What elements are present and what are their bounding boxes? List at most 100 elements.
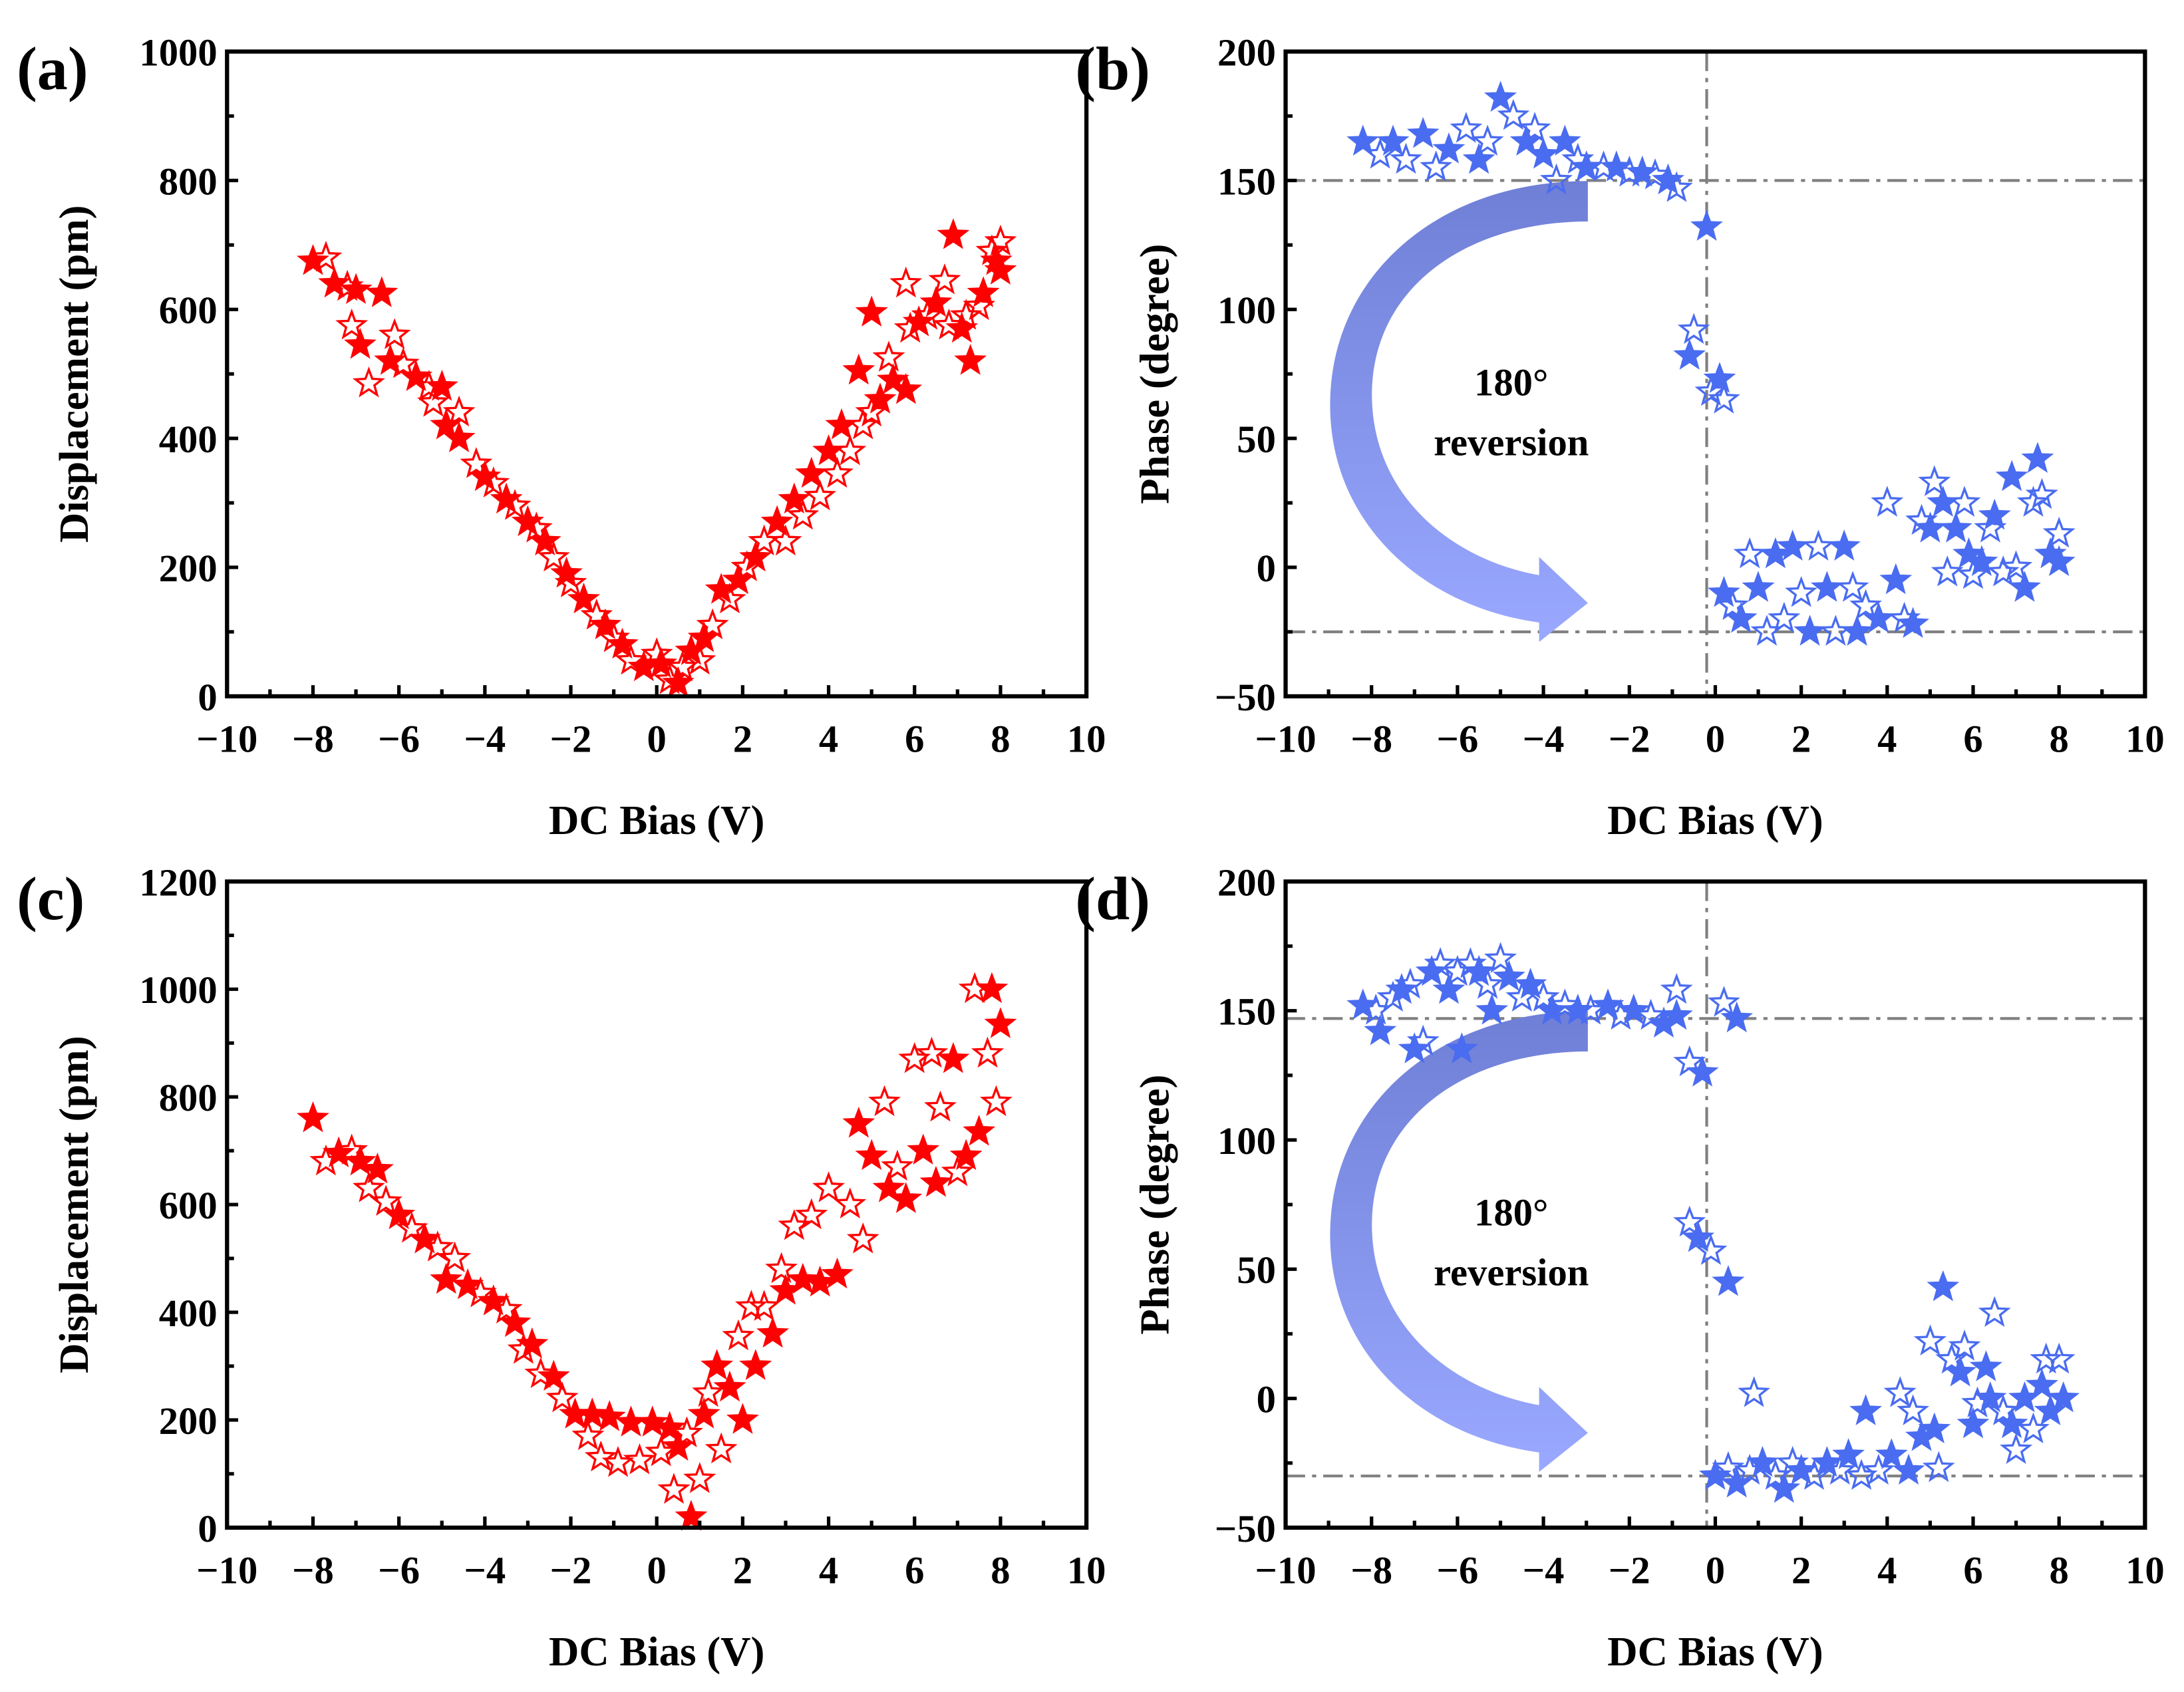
- data-point-star: [567, 582, 601, 614]
- data-point-star: [1600, 150, 1633, 182]
- data-point-star: [1871, 486, 1904, 517]
- data-point-star: [1548, 124, 1581, 156]
- data-point-star: [1497, 98, 1530, 130]
- data-point-star: [713, 1370, 746, 1402]
- data-point-star: [353, 366, 385, 398]
- chart-panel-a: −10 −8 −6 −4 −2 0 2 4 6 8 10 0 200 400 600 800 1000 DC Bi…: [17, 31, 1106, 843]
- data-point-star: [1913, 1324, 1947, 1356]
- data-point-star: [1965, 545, 1998, 577]
- data-point-star: [1810, 571, 1843, 602]
- data-point-star: [949, 1139, 983, 1171]
- x-tick-label: −6: [1437, 1549, 1479, 1592]
- data-point-star: [1432, 132, 1466, 164]
- data-point-star: [1492, 960, 1525, 992]
- data-point-star: [1690, 210, 1723, 241]
- data-point-star: [1875, 1438, 1908, 1469]
- data-point-star: [881, 1149, 914, 1181]
- y-axis-label: Phase (degree): [1132, 1075, 1178, 1335]
- data-point-star: [520, 511, 553, 543]
- data-point-star: [344, 327, 377, 359]
- data-point-star: [804, 1265, 837, 1297]
- x-tick-label: −2: [550, 718, 592, 761]
- data-point-star: [1660, 998, 1693, 1030]
- data-point-star: [1913, 511, 1947, 543]
- data-point-star: [1742, 571, 1775, 602]
- data-point-star: [1849, 589, 1883, 621]
- data-point-star: [825, 408, 858, 440]
- data-point-star: [2017, 1412, 2050, 1444]
- data-point-star: [2025, 1368, 2058, 1399]
- data-point-star: [442, 421, 476, 452]
- data-point-star: [1897, 607, 1929, 638]
- x-tick-label: −8: [1350, 718, 1392, 761]
- data-point-star: [1527, 980, 1560, 1012]
- plot-frame: [225, 49, 1089, 699]
- data-point-star: [546, 1381, 579, 1413]
- data-point-star: [1673, 339, 1706, 370]
- data-point-star: [1708, 576, 1740, 607]
- y-tick-label: 0: [198, 1507, 217, 1550]
- x-tick-label: 4: [819, 1549, 838, 1592]
- data-point-star: [468, 460, 502, 492]
- data-point-star: [460, 447, 493, 478]
- y-tick-label: 100: [1217, 289, 1276, 332]
- data-point-star: [2021, 442, 2054, 473]
- x-tick-label: 6: [1963, 1549, 1982, 1592]
- data-point-star: [2047, 1381, 2080, 1413]
- data-point-star: [550, 557, 583, 588]
- data-point-star: [701, 1349, 734, 1380]
- data-point-star: [1724, 601, 1758, 633]
- x-axis-label: DC Bias (V): [1607, 797, 1823, 843]
- data-point-star: [490, 482, 523, 514]
- x-tick-label: −6: [378, 718, 420, 761]
- data-point-star: [834, 434, 867, 466]
- data-point-star: [834, 1187, 867, 1218]
- data-point-star: [1785, 576, 1818, 607]
- y-tick-label: 150: [1217, 990, 1276, 1034]
- x-tick-label: 6: [905, 718, 924, 761]
- data-point-star: [442, 395, 476, 427]
- data-point-star: [937, 218, 970, 249]
- data-point-star: [537, 1359, 570, 1391]
- data-point-star: [1471, 124, 1504, 156]
- data-point-star: [872, 341, 905, 372]
- data-point-star: [1406, 116, 1440, 148]
- data-point-star: [1686, 1056, 1719, 1087]
- panel-label: (d): [1075, 865, 1150, 932]
- data-point-star: [911, 299, 944, 330]
- data-point-star: [1712, 1265, 1745, 1296]
- data-point-star: [1922, 1451, 1955, 1482]
- data-point-star: [477, 466, 510, 497]
- data-point-star: [821, 1257, 854, 1289]
- data-point-star: [498, 489, 532, 520]
- data-point-star: [416, 386, 450, 417]
- data-point-star: [1394, 967, 1427, 999]
- data-point-star: [1677, 313, 1710, 345]
- panel-label: (c): [17, 865, 84, 932]
- data-point-star: [919, 1165, 953, 1197]
- data-point-star: [1703, 362, 1736, 393]
- data-point-star: [1836, 571, 1869, 602]
- y-tick-label: 200: [1217, 861, 1276, 904]
- data-point-star: [760, 505, 794, 537]
- data-point-star: [322, 1136, 355, 1168]
- y-tick-label: 800: [159, 160, 218, 203]
- x-tick-label: −4: [1523, 1549, 1565, 1592]
- x-axis-label: DC Bias (V): [1607, 1628, 1823, 1675]
- data-point-star: [1974, 1381, 2007, 1413]
- data-point-star: [1364, 1014, 1397, 1046]
- data-point-star: [1776, 529, 1809, 561]
- data-point-star: [1978, 1296, 2011, 1327]
- data-point-star: [1673, 1205, 1706, 1237]
- y-tick-label: 200: [1217, 31, 1276, 74]
- data-point-star: [1931, 555, 1964, 587]
- data-point-star: [615, 643, 647, 675]
- data-point-star: [1862, 601, 1895, 633]
- data-point-star: [1948, 1330, 1981, 1361]
- data-point-star: [365, 276, 398, 307]
- data-point-star: [739, 540, 772, 572]
- x-tick-label: 2: [733, 718, 752, 761]
- y-axis-label: Displacement (pm): [51, 1036, 97, 1373]
- y-tick-label: 1000: [139, 968, 217, 1012]
- data-point-star: [1952, 537, 1985, 569]
